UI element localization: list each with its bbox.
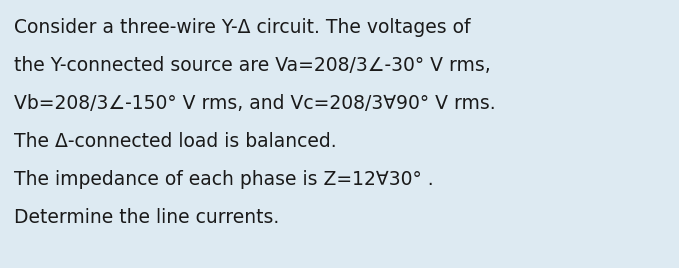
Text: Consider a three-wire Y-Δ circuit. The voltages of: Consider a three-wire Y-Δ circuit. The v… [14, 18, 471, 37]
Text: the Y-connected source are Va=208/3∠-30° V rms,: the Y-connected source are Va=208/3∠-30°… [14, 56, 491, 75]
Text: Vb=208/3∠-150° V rms, and Vc=208/3∀90° V rms.: Vb=208/3∠-150° V rms, and Vc=208/3∀90° V… [14, 94, 496, 113]
Text: Determine the line currents.: Determine the line currents. [14, 208, 279, 227]
Text: The impedance of each phase is Z=12∀30° .: The impedance of each phase is Z=12∀30° … [14, 170, 434, 189]
Text: The Δ-connected load is balanced.: The Δ-connected load is balanced. [14, 132, 337, 151]
